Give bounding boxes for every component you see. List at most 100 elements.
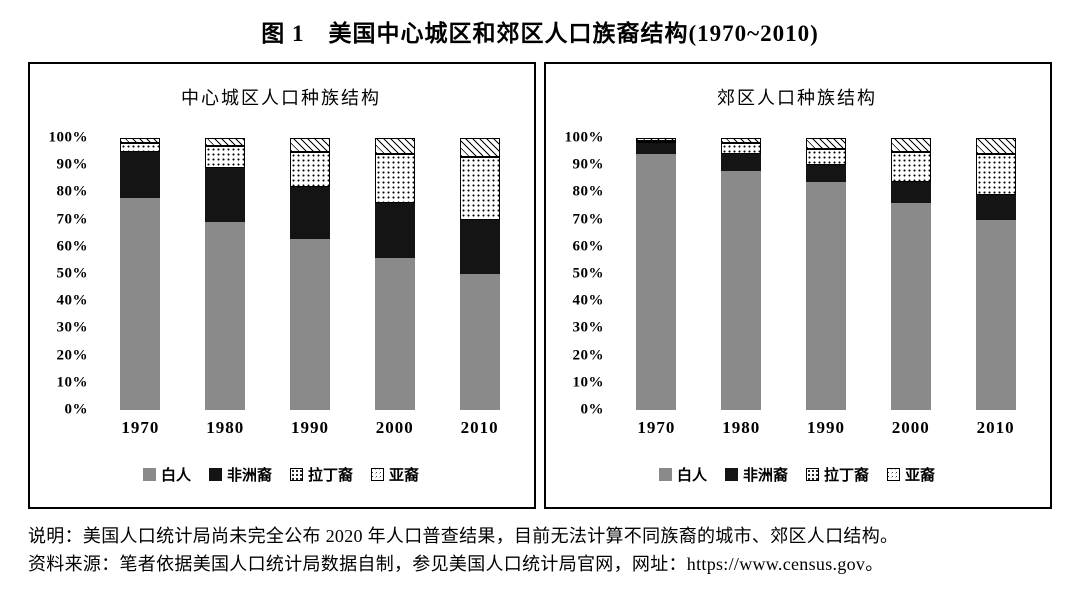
stacked-bar-2010: [459, 138, 500, 410]
x-tick-label: 1970: [121, 418, 160, 437]
stacked-bar-1980: [205, 138, 246, 410]
legend: 白人 非洲裔 拉丁裔 亚裔: [40, 464, 522, 485]
bar-segment-亚裔: [374, 138, 415, 155]
y-tick-label: 50%: [572, 265, 604, 282]
bar-segment-亚裔: [975, 138, 1016, 155]
stacked-bar-2000: [374, 138, 415, 410]
legend-item-非洲裔: 非洲裔: [724, 464, 788, 485]
legend-item-拉丁裔: 拉丁裔: [290, 464, 353, 485]
y-tick-label: 20%: [56, 347, 88, 364]
x-tick-label: 1980: [722, 418, 761, 437]
bar-segment-拉丁裔: [721, 143, 762, 155]
stacked-bar-1990: [289, 138, 330, 410]
bar-segment-白人: [636, 154, 677, 410]
legend-swatch-icon: [208, 468, 222, 481]
bar-segment-非洲裔: [459, 219, 500, 274]
figure-notes: 说明：美国人口统计局尚未完全公布 2020 年人口普查结果，目前无法计算不同族裔…: [28, 523, 1052, 579]
bar-slot: [868, 138, 953, 410]
chart-panels: 中心城区人口种族结构 100% 90% 80% 70% 60% 50% 40% 30% 20% 1…: [28, 62, 1052, 509]
bar-segment-亚裔: [721, 138, 762, 144]
bar-segment-非洲裔: [636, 143, 677, 155]
legend-swatch-icon: [371, 468, 385, 481]
bar-segment-拉丁裔: [374, 154, 415, 204]
stacked-bar-1980: [721, 138, 762, 410]
bar-segment-白人: [805, 181, 846, 410]
bar-segment-拉丁裔: [459, 157, 500, 220]
panel-suburbs: 郊区人口种族结构 100% 90% 80% 70% 60% 50% 40% 30% 20% 10%…: [544, 62, 1052, 509]
legend-label: 非洲裔: [742, 468, 788, 484]
figure-title: 图 1 美国中心城区和郊区人口族裔结构(1970~2010): [261, 21, 819, 46]
legend-swatch-icon: [887, 468, 901, 481]
legend-swatch-icon: [290, 468, 303, 481]
x-tick-label: 2010: [460, 418, 499, 437]
bar-segment-拉丁裔: [120, 143, 161, 152]
bar-segment-非洲裔: [721, 154, 762, 171]
bar-segment-白人: [975, 219, 1016, 410]
legend-item-亚裔: 亚裔: [887, 464, 935, 485]
x-axis: 1970 1980 1990 2000 2010: [614, 418, 1038, 438]
bar-slot: [784, 138, 869, 410]
y-axis: 100% 90% 80% 70% 60% 50% 40% 30% 20% 10% 0%: [556, 130, 614, 418]
y-tick-label: 30%: [56, 319, 88, 336]
legend-swatch-icon: [658, 468, 672, 481]
y-tick-label: 10%: [56, 374, 88, 391]
bar-segment-亚裔: [289, 138, 330, 152]
y-tick-label: 10%: [572, 374, 604, 391]
bar-segment-亚裔: [205, 138, 246, 147]
legend-item-非洲裔: 非洲裔: [208, 464, 272, 485]
bar-segment-非洲裔: [205, 167, 246, 223]
y-tick-label: 70%: [56, 211, 88, 228]
y-tick-label: 20%: [572, 347, 604, 364]
legend-swatch-icon: [806, 468, 819, 481]
note-explanation: 说明：美国人口统计局尚未完全公布 2020 年人口普查结果，目前无法计算不同族裔…: [28, 526, 899, 546]
bar-segment-亚裔: [636, 138, 677, 141]
y-tick-label: 80%: [572, 183, 604, 200]
y-axis: 100% 90% 80% 70% 60% 50% 40% 30% 20% 10% 0%: [40, 130, 98, 418]
bar-segment-非洲裔: [975, 195, 1016, 220]
bar-slot: [614, 138, 699, 410]
y-tick-label: 90%: [56, 156, 88, 173]
bar-segment-拉丁裔: [289, 151, 330, 187]
bar-slot: [268, 138, 353, 410]
x-tick-label: 2000: [375, 418, 414, 437]
y-tick-label: 50%: [56, 265, 88, 282]
legend-swatch-icon: [724, 468, 738, 481]
y-tick-label: 70%: [572, 211, 604, 228]
bar-slot: [953, 138, 1038, 410]
bar-segment-白人: [890, 203, 931, 410]
legend-label: 非洲裔: [226, 468, 272, 484]
legend-label: 亚裔: [905, 468, 936, 484]
bar-segment-白人: [120, 197, 161, 410]
legend: 白人 非洲裔 拉丁裔 亚裔: [556, 464, 1038, 485]
bar-segment-非洲裔: [289, 186, 330, 239]
plot-area: [614, 138, 1038, 410]
stacked-bar-1990: [805, 138, 846, 410]
bar-segment-非洲裔: [374, 203, 415, 258]
bar-slot: [699, 138, 784, 410]
figure-page: 图 1 美国中心城区和郊区人口族裔结构(1970~2010) 中心城区人口种族结…: [28, 14, 1052, 579]
bar-segment-拉丁裔: [205, 146, 246, 168]
stacked-bar-1970: [636, 138, 677, 410]
y-tick-label: 40%: [56, 292, 88, 309]
x-tick-label: 1990: [290, 418, 329, 437]
legend-item-拉丁裔: 拉丁裔: [806, 464, 869, 485]
legend-item-白人: 白人: [142, 464, 191, 485]
panel-central-city: 中心城区人口种族结构 100% 90% 80% 70% 60% 50% 40% 30% 20% 1…: [28, 62, 536, 509]
bar-segment-亚裔: [459, 138, 500, 158]
note-source: 资料来源：笔者依据美国人口统计局数据自制，参见美国人口统计局官网，网址：http…: [28, 553, 884, 574]
plot-wrap: 100% 90% 80% 70% 60% 50% 40% 30% 20% 10% 0%: [40, 130, 522, 418]
bar-segment-亚裔: [890, 138, 931, 152]
x-tick-label: 1990: [806, 418, 845, 437]
bar-segment-亚裔: [805, 138, 846, 149]
x-tick-label: 2010: [976, 418, 1015, 437]
legend-item-亚裔: 亚裔: [371, 464, 419, 485]
stacked-bar-2010: [975, 138, 1016, 410]
y-tick-label: 0%: [64, 401, 88, 418]
bar-segment-拉丁裔: [805, 148, 846, 166]
bar-segment-白人: [374, 257, 415, 410]
bar-segment-非洲裔: [120, 151, 161, 198]
bar-slot: [98, 138, 183, 410]
plot-area: [98, 138, 522, 410]
x-tick-label: 2000: [891, 418, 930, 437]
y-tick-label: 60%: [572, 238, 604, 255]
